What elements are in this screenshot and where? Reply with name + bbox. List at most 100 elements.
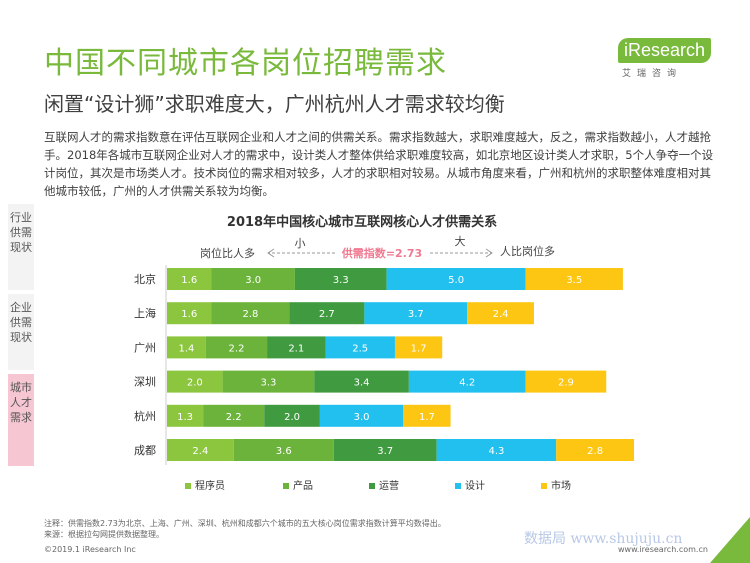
- bar-segment: [394, 336, 443, 359]
- legend-swatch: [541, 483, 547, 489]
- bar-value-label: 2.2: [226, 412, 242, 423]
- copyright: ©2019.1 iResearch Inc: [44, 545, 136, 554]
- bar-segment: [167, 370, 223, 393]
- bar-value-label: 1.7: [411, 343, 427, 354]
- bar-value-label: 2.4: [192, 446, 208, 457]
- page-title: 中国不同城市各岗位招聘需求: [44, 46, 447, 81]
- bar-segment: [211, 302, 290, 325]
- bar-segment: [467, 302, 534, 325]
- bar-value-label: 3.7: [408, 309, 424, 320]
- bar-value-label: 3.4: [354, 378, 370, 389]
- bar-value-label: 2.0: [284, 412, 300, 423]
- footnote: 注释：供需指数2.73为北京、上海、广州、深圳、杭州和成都六个城市的五大核心岗位…: [44, 518, 446, 540]
- footnote-note: 注释：供需指数2.73为北京、上海、广州、深圳、杭州和成都六个城市的五大核心岗位…: [44, 519, 446, 528]
- logo-brand: iResearch: [618, 38, 712, 63]
- bar-segment: [211, 268, 295, 290]
- legend-swatch: [283, 483, 289, 489]
- footnote-source: 来源：根据拉勾网提供数据整理。: [44, 530, 164, 539]
- bar-value-label: 1.4: [179, 343, 195, 354]
- bar-segment: [525, 268, 623, 290]
- bar-segment: [333, 439, 437, 461]
- bar-value-label: 3.3: [261, 378, 277, 389]
- bar-value-label: 1.7: [419, 412, 435, 423]
- logo-cn-name: 艾瑞咨询: [622, 69, 683, 79]
- bar-value-label: 2.1: [288, 343, 304, 354]
- bar-segment: [289, 302, 365, 325]
- bar-value-label: 3.0: [245, 275, 261, 286]
- corner-decoration: [710, 517, 750, 563]
- category-label: 广州: [134, 341, 156, 354]
- bar-value-label: 2.9: [558, 378, 574, 389]
- bar-value-label: 2.5: [352, 343, 368, 354]
- legend-label: 运营: [379, 479, 399, 492]
- bars-group: 北京 1.6 3.0 3.3 5.0 3.5 上海 1.6 2.8 2.7 3.7 2.4 广州 1.4 2…: [134, 268, 635, 461]
- bar-segment: [364, 302, 468, 325]
- bar-value-label: 3.0: [354, 412, 370, 423]
- legend-swatch: [369, 483, 375, 489]
- bar-segment: [167, 336, 206, 359]
- bar-segment: [167, 268, 212, 290]
- scale-left-label: 岗位比人多: [200, 246, 255, 260]
- bar-segment: [267, 336, 326, 359]
- scale-center-label: 供需指数=2.73: [341, 246, 422, 260]
- bar-value-label: 1.6: [181, 275, 197, 286]
- iresearch-logo: iResearch 艾瑞咨询: [618, 38, 712, 79]
- scale-arrowhead-right: [485, 248, 493, 258]
- legend-label: 产品: [293, 479, 313, 492]
- bar-segment: [314, 370, 409, 393]
- category-label: 上海: [134, 306, 156, 320]
- category-label: 深圳: [134, 376, 156, 389]
- bar-segment: [525, 370, 607, 393]
- bar-segment: [408, 370, 526, 393]
- sidebar-tab-enterprise[interactable]: 企业供需现状: [8, 294, 34, 370]
- bar-value-label: 3.5: [566, 275, 582, 286]
- bar-value-label: 2.7: [319, 309, 335, 320]
- bar-segment: [325, 336, 395, 359]
- bar-value-label: 1.6: [181, 309, 197, 320]
- category-label: 成都: [134, 444, 156, 457]
- legend-swatch: [185, 483, 191, 489]
- bar-segment: [233, 439, 334, 461]
- description-text: 互联网人才的需求指数意在评估互联网企业和人才之间的供需关系。需求指数越大，求职难…: [44, 130, 714, 198]
- bar-value-label: 2.4: [493, 309, 509, 320]
- scale-arrowhead-left: [267, 248, 275, 258]
- bar-segment: [167, 404, 204, 427]
- bar-segment: [403, 404, 451, 427]
- legend-label: 设计: [465, 479, 485, 492]
- bar-segment: [167, 439, 234, 461]
- bar-value-label: 2.2: [229, 343, 245, 354]
- sidebar-tab-city[interactable]: 城市人才需求: [8, 374, 34, 466]
- bar-value-label: 4.2: [459, 378, 475, 389]
- category-label: 杭州: [134, 409, 156, 423]
- category-label: 北京: [134, 272, 156, 286]
- bar-segment: [319, 404, 404, 427]
- scale-right-label: 人比岗位多: [500, 244, 555, 258]
- bar-value-label: 1.3: [177, 412, 193, 423]
- bar-value-label: 2.0: [187, 378, 203, 389]
- bar-segment: [203, 404, 265, 427]
- chart-title: 2018年中国核心城市互联网核心人才供需关系: [227, 214, 497, 230]
- legend-swatch: [455, 483, 461, 489]
- bar-segment: [264, 404, 320, 427]
- sidebar-tab-industry[interactable]: 行业供需现状: [8, 204, 34, 290]
- legend-label: 程序员: [195, 479, 225, 492]
- page-subtitle: 闲置“设计狮”求职难度大，广州杭州人才需求较均衡: [44, 92, 505, 116]
- legend: 程序员 产品 运营 设计 市场: [185, 479, 571, 492]
- website-url: www.iresearch.com.cn: [618, 545, 708, 554]
- watermark: 数据局 www.shujuju.cn: [524, 531, 683, 547]
- bar-segment: [386, 268, 526, 290]
- bar-value-label: 3.6: [276, 446, 292, 457]
- bar-value-label: 4.3: [488, 446, 504, 457]
- bar-value-label: 2.8: [242, 309, 258, 320]
- bar-segment: [205, 336, 268, 359]
- bar-segment: [294, 268, 387, 290]
- scale-small-label: 小: [295, 237, 306, 250]
- bar-value-label: 3.3: [333, 275, 349, 286]
- scale-large-label: 大: [455, 234, 466, 248]
- bar-segment: [436, 439, 557, 461]
- bar-value-label: 3.7: [377, 446, 393, 457]
- bar-value-label: 2.8: [587, 446, 603, 457]
- bar-value-label: 5.0: [448, 275, 464, 286]
- bar-segment: [556, 439, 635, 461]
